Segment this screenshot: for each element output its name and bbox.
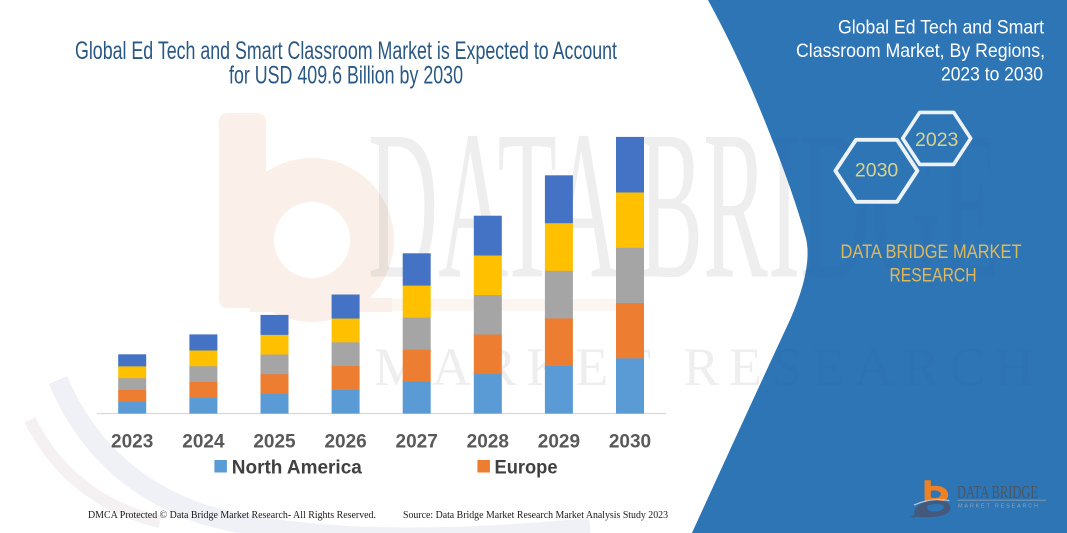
svg-text:for USD 409.6 Billion by 2030: for USD 409.6 Billion by 2030 xyxy=(229,62,463,90)
svg-text:RESEARCH: RESEARCH xyxy=(890,265,977,287)
svg-text:2027: 2027 xyxy=(396,432,438,453)
svg-text:2030: 2030 xyxy=(855,160,899,182)
svg-text:2024: 2024 xyxy=(182,432,225,453)
svg-text:DATA BRIDGE MARKET: DATA BRIDGE MARKET xyxy=(841,241,1022,263)
svg-text:2023 to 2030: 2023 to 2030 xyxy=(941,64,1043,86)
svg-text:North America: North America xyxy=(232,458,362,479)
svg-text:Global Ed Tech and Smart: Global Ed Tech and Smart xyxy=(838,17,1045,39)
svg-text:2026: 2026 xyxy=(324,432,366,453)
svg-text:2028: 2028 xyxy=(467,432,509,453)
svg-text:2025: 2025 xyxy=(253,432,296,453)
svg-text:Source: Data Bridge Market Res: Source: Data Bridge Market Research Mark… xyxy=(403,510,668,521)
svg-text:DATA BRIDGE: DATA BRIDGE xyxy=(957,482,1038,502)
svg-text:2023: 2023 xyxy=(915,129,958,151)
svg-text:Classroom Market, By Regions,: Classroom Market, By Regions, xyxy=(796,40,1045,62)
svg-text:Global Ed Tech and Smart Class: Global Ed Tech and Smart Classroom Marke… xyxy=(75,37,617,65)
svg-text:DMCA Protected © Data Bridge M: DMCA Protected © Data Bridge Market Rese… xyxy=(88,510,376,521)
svg-text:MARKET RESEARCH: MARKET RESEARCH xyxy=(958,504,1038,510)
svg-text:2023: 2023 xyxy=(111,432,153,453)
svg-text:Europe: Europe xyxy=(495,458,558,479)
svg-text:2029: 2029 xyxy=(538,432,580,453)
svg-text:2030: 2030 xyxy=(609,432,651,453)
